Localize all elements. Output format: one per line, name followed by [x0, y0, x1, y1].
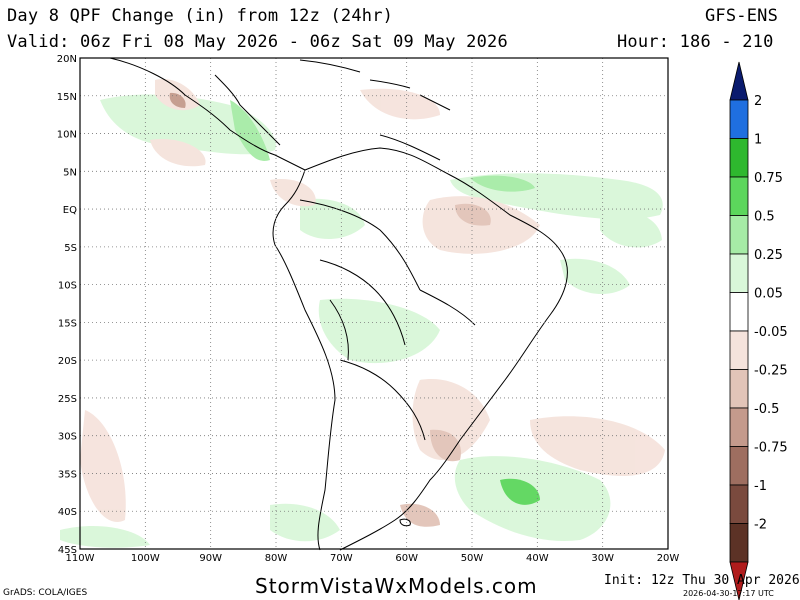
colorbar-segment [729, 99, 749, 139]
colorbar-label: 2 [754, 94, 762, 109]
latitude-label: 20N [57, 54, 77, 65]
latitude-label: 20S [58, 356, 77, 367]
longitude-label: 20W [657, 553, 680, 564]
colorbar-min-arrow [729, 561, 749, 600]
latitude-label: EQ [63, 205, 77, 216]
grads-credit: GrADS: COLA/IGES [3, 588, 88, 598]
forecast-hour: Hour: 186 - 210 [617, 32, 774, 52]
colorbar-segment [729, 138, 749, 178]
colorbar-segment [729, 446, 749, 486]
longitude-label: 30W [591, 553, 614, 564]
longitude-label: 110W [66, 553, 95, 564]
colorbar-label: -0.05 [754, 325, 788, 340]
latitude-label: 5N [63, 167, 77, 178]
colorbar-label: 1 [754, 133, 762, 148]
colorbar-segment [729, 215, 749, 255]
latitude-label: 25S [58, 394, 77, 405]
colorbar-label: 0.75 [754, 171, 783, 186]
site-watermark: StormVistaWxModels.com [255, 574, 538, 598]
colorbar-label: -0.75 [754, 441, 788, 456]
qpf-field [60, 79, 665, 548]
chart-title: Day 8 QPF Change (in) from 12z (24hr) [7, 6, 394, 26]
colorbar-segment [729, 407, 749, 447]
colorbar-label: 0.25 [754, 248, 783, 263]
latitude-label: 35S [58, 469, 77, 480]
longitude-labels: 110W 100W 90W 80W 70W 60W 50W 40W 30W 20W [66, 553, 680, 564]
colorbar-label: 0.05 [754, 287, 783, 302]
colorbar-label: -0.5 [754, 402, 779, 417]
colorbar-segment [729, 176, 749, 216]
init-time: Init: 12z Thu 30 Apr 2026 [604, 573, 800, 588]
valid-time: Valid: 06z Fri 08 May 2026 - 06z Sat 09 … [7, 32, 508, 52]
colorbar-segment [729, 253, 749, 293]
latitude-label: 15N [57, 92, 77, 103]
longitude-label: 70W [330, 553, 353, 564]
generated-timestamp: 2026-04-30-17:17 UTC [683, 589, 774, 598]
latitude-label: 10N [57, 130, 77, 141]
latitude-label: 40S [58, 507, 77, 518]
colorbar-segment [729, 330, 749, 370]
latitude-label: 5S [64, 243, 77, 254]
colorbar-label: -2 [754, 518, 767, 533]
colorbar-label: 0.5 [754, 210, 775, 225]
map-frame [79, 57, 669, 550]
colorbar-label: -1 [754, 479, 767, 494]
colorbar-segment [729, 484, 749, 524]
longitude-label: 90W [199, 553, 222, 564]
longitude-label: 80W [265, 553, 288, 564]
model-name: GFS-ENS [705, 6, 779, 26]
colorbar-segment [729, 369, 749, 409]
latitude-label: 45S [58, 545, 77, 556]
longitude-label: 40W [526, 553, 549, 564]
colorbar-label: -0.25 [754, 364, 788, 379]
coastlines [109, 57, 568, 551]
longitude-label: 60W [395, 553, 418, 564]
colorbar-segment [729, 292, 749, 332]
colorbar-max-arrow [729, 61, 749, 101]
colorbar-segment [729, 523, 749, 563]
latitude-label: 10S [58, 281, 77, 292]
latitude-labels: 20N 15N 10N 5N EQ 5S 10S 15S 20S 25S 30S 35S 40S 45S [57, 54, 77, 556]
longitude-label: 50W [461, 553, 484, 564]
latitude-label: 15S [58, 318, 77, 329]
colorbar: 2 1 0.75 0.5 0.25 0.05 -0.05 -0.25 -0.5 -0.75 -1 -2 [729, 61, 788, 600]
longitude-label: 100W [131, 553, 160, 564]
latitude-label: 30S [58, 432, 77, 443]
